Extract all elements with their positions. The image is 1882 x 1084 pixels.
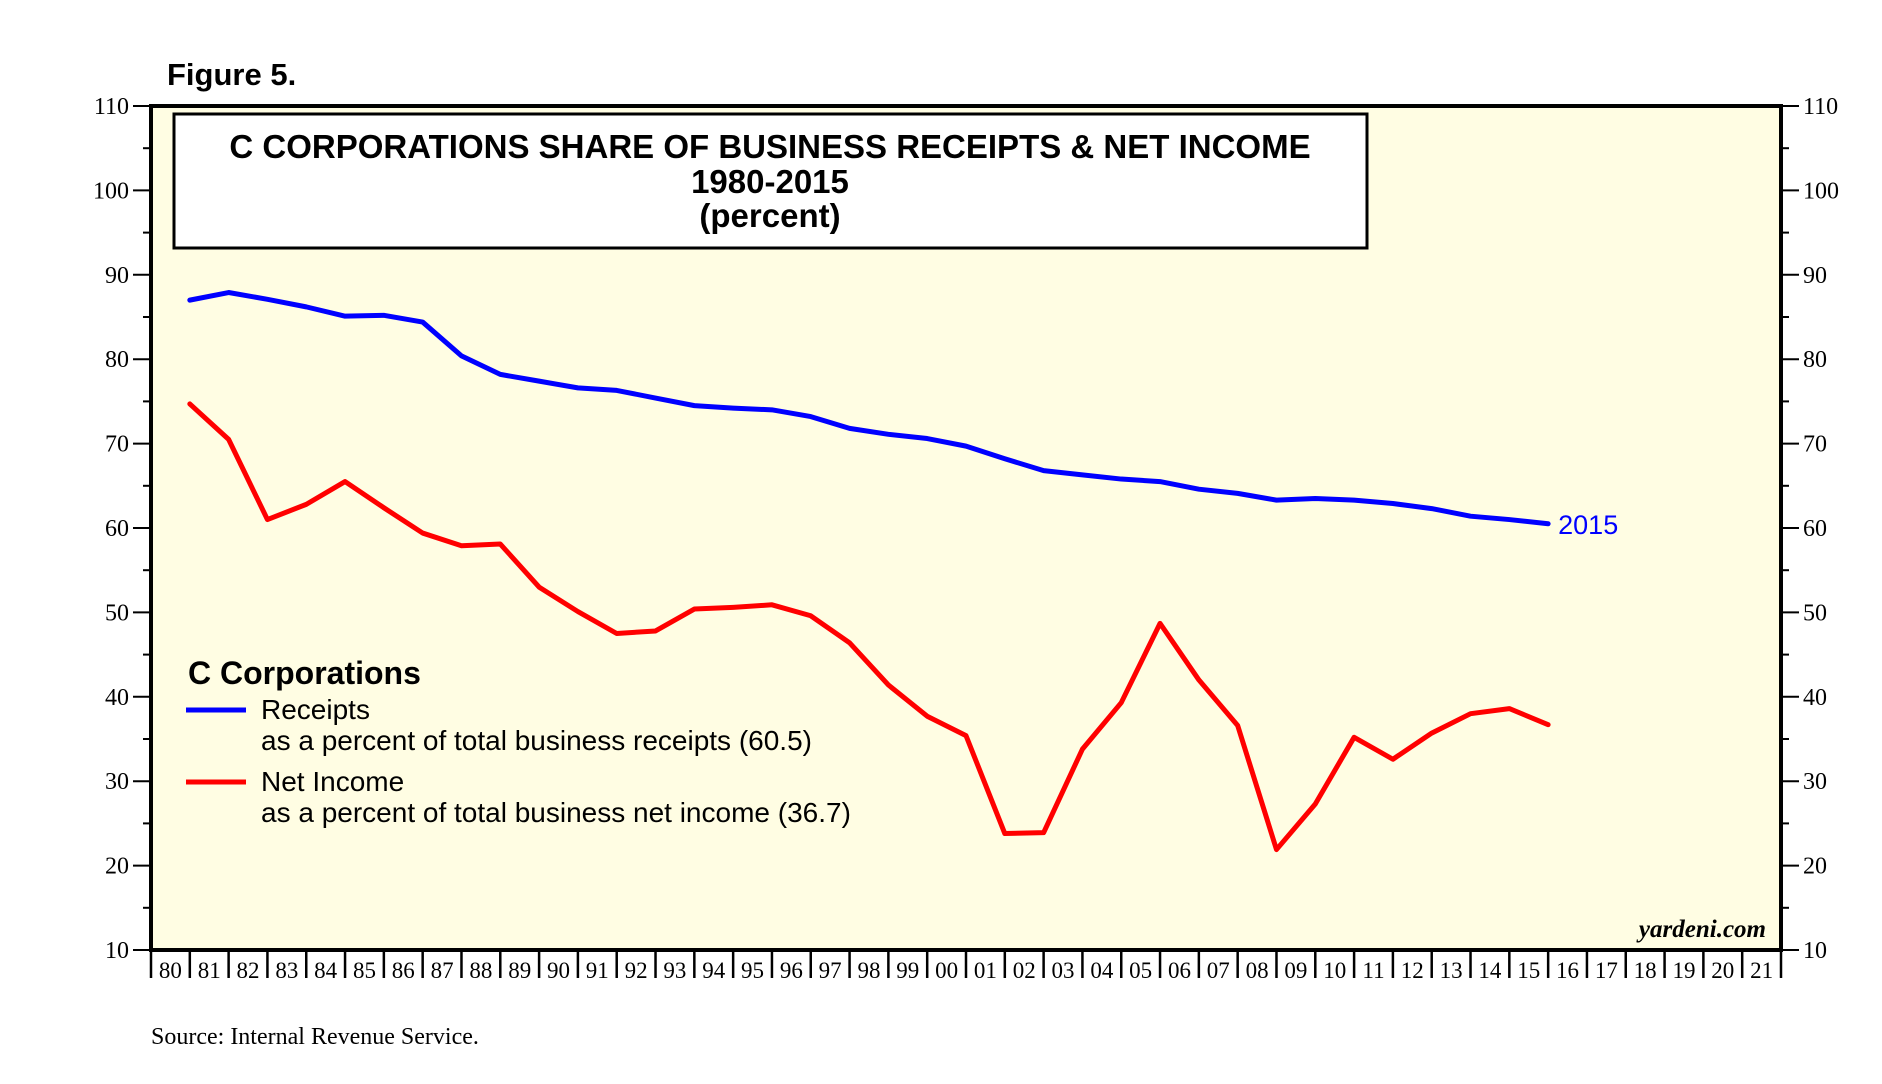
y-tick-label-left: 110 [94, 94, 129, 120]
y-tick-label-right: 10 [1803, 938, 1827, 964]
y-tick-label-left: 20 [105, 854, 129, 880]
y-tick-label-left: 30 [105, 769, 129, 795]
x-tick-label: 93 [663, 958, 686, 983]
chart-subtitle-units: (percent) [699, 197, 840, 234]
x-tick-label: 04 [1090, 958, 1114, 983]
x-tick-label: 21 [1750, 958, 1773, 983]
x-tick-label: 91 [586, 958, 609, 983]
x-tick-label: 14 [1478, 958, 1502, 983]
x-tick-label: 80 [159, 958, 182, 983]
y-tick-label-left: 50 [105, 600, 129, 626]
plot-frame [149, 104, 1783, 952]
x-tick-label: 05 [1129, 958, 1152, 983]
x-tick-label: 85 [353, 958, 376, 983]
x-tick-label: 94 [702, 958, 726, 983]
x-tick-label: 13 [1440, 958, 1463, 983]
figure-label: Figure 5. [167, 57, 296, 92]
y-tick-label-right: 110 [1803, 94, 1838, 120]
y-tick-label-right: 90 [1803, 263, 1827, 289]
legend-receipts-label: Receipts [261, 694, 370, 725]
y-tick-label-right: 30 [1803, 769, 1827, 795]
x-tick-label: 00 [935, 958, 958, 983]
series-line-net-income [187, 401, 1551, 853]
y-tick-label-right: 70 [1803, 432, 1827, 458]
x-tick-label: 86 [392, 958, 415, 983]
x-tick-label: 01 [974, 958, 997, 983]
x-tick-label: 06 [1168, 958, 1191, 983]
y-tick-label-left: 10 [105, 938, 129, 964]
x-tick-label: 83 [275, 958, 298, 983]
y-tick-label-left: 100 [93, 178, 129, 204]
chart-title: C CORPORATIONS SHARE OF BUSINESS RECEIPT… [229, 128, 1310, 165]
y-tick-label-left: 70 [105, 432, 129, 458]
x-tick-label: 92 [625, 958, 648, 983]
x-tick-label: 95 [741, 958, 764, 983]
x-tick-label: 89 [508, 958, 531, 983]
y-axis-right: 10 20 30 40 50 60 70 80 90 100 110 [1781, 94, 1839, 964]
series-line-receipts [187, 290, 1551, 527]
x-tick-label: 97 [819, 958, 842, 983]
x-tick-label: 20 [1711, 958, 1734, 983]
x-tick-label: 90 [547, 958, 570, 983]
x-tick-label: 03 [1052, 958, 1075, 983]
source-note: Source: Internal Revenue Service. [151, 1024, 479, 1050]
y-tick-label-right: 20 [1803, 854, 1827, 880]
y-tick-label-right: 40 [1803, 685, 1827, 711]
y-tick-label-right: 80 [1803, 347, 1827, 373]
x-tick-label: 84 [314, 958, 338, 983]
title-box [172, 112, 1369, 250]
legend-heading: C Corporations [188, 655, 421, 691]
x-tick-label: 18 [1634, 958, 1657, 983]
legend-net-income-label: Net Income [261, 766, 404, 797]
x-tick-label: 87 [431, 958, 454, 983]
y-tick-label-right: 50 [1803, 600, 1827, 626]
x-tick-label: 96 [780, 958, 803, 983]
series-layer [187, 290, 1551, 853]
x-tick-label: 15 [1517, 958, 1540, 983]
x-tick-label: 02 [1013, 958, 1036, 983]
x-tick-label: 88 [469, 958, 492, 983]
x-tick-label: 82 [237, 958, 260, 983]
x-tick-label: 81 [198, 958, 221, 983]
x-tick-label: 98 [857, 958, 880, 983]
x-tick-label: 07 [1207, 958, 1230, 983]
legend: C Corporations Receipts as a percent of … [186, 655, 851, 828]
y-tick-label-left: 60 [105, 516, 129, 542]
legend-receipts-sublabel: as a percent of total business receipts … [261, 725, 812, 756]
y-tick-label-left: 80 [105, 347, 129, 373]
x-tick-label: 19 [1672, 958, 1695, 983]
x-tick-label: 16 [1556, 958, 1579, 983]
x-tick-label: 11 [1362, 958, 1384, 983]
x-tick-label: 99 [896, 958, 919, 983]
x-tick-label: 12 [1401, 958, 1424, 983]
x-tick-label: 10 [1323, 958, 1346, 983]
chart-subtitle-years: 1980-2015 [691, 163, 849, 200]
legend-net-income-sublabel: as a percent of total business net incom… [261, 797, 851, 828]
y-tick-label-left: 90 [105, 263, 129, 289]
end-year-label: 2015 [1558, 510, 1618, 540]
y-tick-label-left: 40 [105, 685, 129, 711]
x-axis: 80 81 82 83 84 85 86 87 88 89 90 91 92 93 94 95 96 97 98 99… [149, 950, 1783, 983]
y-axis-left: 10 20 30 40 50 60 70 80 90 100 110 [93, 94, 151, 964]
credit: yardeni.com [1636, 916, 1766, 943]
x-tick-label: 08 [1246, 958, 1269, 983]
x-tick-label: 09 [1284, 958, 1307, 983]
y-tick-label-right: 100 [1803, 178, 1839, 204]
y-tick-label-right: 60 [1803, 516, 1827, 542]
x-tick-label: 17 [1595, 958, 1618, 983]
